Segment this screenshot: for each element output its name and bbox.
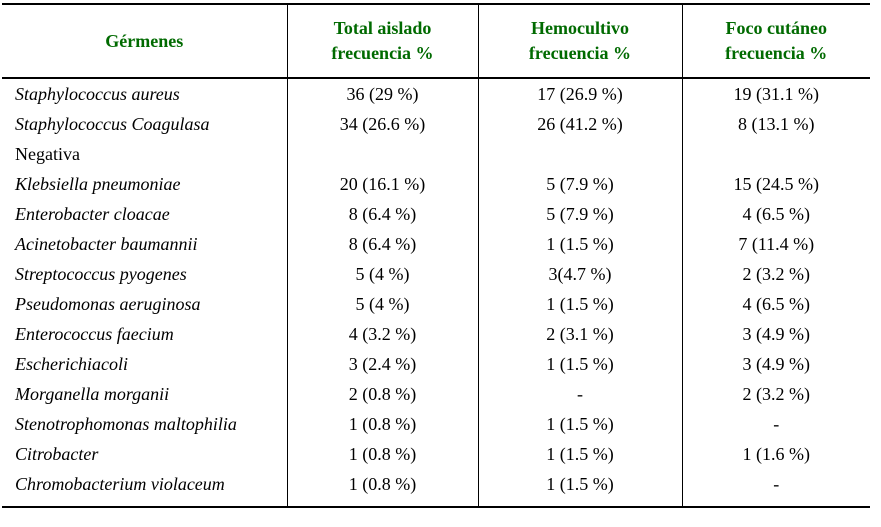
- table-row: Klebsiella pneumoniae 20 (16.1 %) 5 (7.9 %…: [2, 169, 870, 199]
- total-frequency-cell: 20 (16.1 %): [286, 169, 478, 199]
- table-header: Gérmenes Total aislado frecuencia % Hemo…: [2, 4, 870, 79]
- foco-frequency-cell: 3 (4.9 %): [681, 349, 870, 379]
- foco-frequency-cell: 2 (3.2 %): [681, 259, 870, 289]
- total-frequency-cell: 1 (0.8 %): [286, 439, 478, 469]
- table-row: Chromobacterium violaceum 1 (0.8 %) 1 (1.5…: [2, 469, 870, 507]
- total-frequency-cell: 36 (29 %): [286, 78, 478, 109]
- germ-name-cell: Escherichiacoli: [2, 349, 287, 379]
- germ-name-cell: Staphylococcus Coagulasa Negativa: [2, 109, 287, 169]
- table-row: Citrobacter 1 (0.8 %) 1 (1.5 %) 1 (1.6 %): [2, 439, 870, 469]
- header-row: Gérmenes Total aislado frecuencia % Hemo…: [2, 4, 870, 79]
- table-row: Staphylococcus aureus 36 (29 %) 17 (26.9 %…: [2, 78, 870, 109]
- germ-name: Acinetobacter baumannii: [15, 234, 198, 254]
- germ-name: Klebsiella pneumoniae: [15, 174, 181, 194]
- germ-name-cell: Citrobacter: [2, 439, 287, 469]
- header-line1: Foco cutáneo: [725, 18, 827, 38]
- germ-name: Streptococcus pyogenes: [15, 264, 187, 284]
- germ-name-cell: Pseudomonas aeruginosa: [2, 289, 287, 319]
- germ-name: Pseudomonas aeruginosa: [15, 294, 201, 314]
- germ-name-cell: Acinetobacter baumannii: [2, 229, 287, 259]
- germ-name: Enterobacter cloacae: [15, 204, 170, 224]
- document-page: Gérmenes Total aislado frecuencia % Hemo…: [2, 3, 870, 508]
- hemocultivo-frequency-cell: 1 (1.5 %): [477, 229, 682, 259]
- germ-name-cell: Enterococcus faecium: [2, 319, 287, 349]
- foco-frequency-cell: 2 (3.2 %): [681, 379, 870, 409]
- total-frequency-cell: 4 (3.2 %): [286, 319, 478, 349]
- foco-frequency-cell: 19 (31.1 %): [681, 78, 870, 109]
- germ-name-cell: Streptococcus pyogenes: [2, 259, 287, 289]
- germ-name: Enterococcus faecium: [15, 324, 174, 344]
- hemocultivo-frequency-cell: 1 (1.5 %): [477, 289, 682, 319]
- germ-name-cell: Staphylococcus aureus: [2, 78, 287, 109]
- header-line2: frecuencia %: [331, 43, 434, 63]
- table-row: Enterococcus faecium 4 (3.2 %) 2 (3.1 %) 3 …: [2, 319, 870, 349]
- germ-name: Staphylococcus aureus: [15, 84, 180, 104]
- foco-frequency-cell: 7 (11.4 %): [681, 229, 870, 259]
- foco-frequency-cell: 8 (13.1 %): [681, 109, 870, 169]
- germ-name: Staphylococcus Coagulasa: [15, 114, 210, 134]
- germ-name-cell: Morganella morganii: [2, 379, 287, 409]
- total-frequency-cell: 8 (6.4 %): [286, 199, 478, 229]
- header-line1: Total aislado: [333, 18, 432, 38]
- total-frequency-cell: 5 (4 %): [286, 289, 478, 319]
- table-row: Escherichiacoli 3 (2.4 %) 1 (1.5 %) 3 (4.9 …: [2, 349, 870, 379]
- germ-name-cell: Stenotrophomonas maltophilia: [2, 409, 287, 439]
- foco-frequency-cell: 4 (6.5 %): [681, 289, 870, 319]
- hemocultivo-frequency-cell: 2 (3.1 %): [477, 319, 682, 349]
- column-header-foco-cutaneo: Foco cutáneo frecuencia %: [681, 4, 870, 79]
- header-line1: Hemocultivo: [531, 18, 629, 38]
- foco-frequency-cell: -: [681, 409, 870, 439]
- hemocultivo-frequency-cell: 1 (1.5 %): [477, 439, 682, 469]
- total-frequency-cell: 5 (4 %): [286, 259, 478, 289]
- table-row: Morganella morganii 2 (0.8 %) -2 (3.2 %): [2, 379, 870, 409]
- germ-name-cell: Enterobacter cloacae: [2, 199, 287, 229]
- header-line2: frecuencia %: [725, 43, 828, 63]
- foco-frequency-cell: -: [681, 469, 870, 507]
- germ-name-cell: Chromobacterium violaceum: [2, 469, 287, 507]
- germ-name-cell: Klebsiella pneumoniae: [2, 169, 287, 199]
- foco-frequency-cell: 15 (24.5 %): [681, 169, 870, 199]
- total-frequency-cell: 1 (0.8 %): [286, 409, 478, 439]
- table-row: Staphylococcus Coagulasa Negativa 34 (26.6…: [2, 109, 870, 169]
- hemocultivo-frequency-cell: 1 (1.5 %): [477, 409, 682, 439]
- germ-name: Chromobacterium violaceum: [15, 474, 225, 494]
- hemocultivo-frequency-cell: 5 (7.9 %): [477, 199, 682, 229]
- table-row: Pseudomonas aeruginosa 5 (4 %) 1 (1.5 %) 4 …: [2, 289, 870, 319]
- total-frequency-cell: 2 (0.8 %): [286, 379, 478, 409]
- total-frequency-cell: 34 (26.6 %): [286, 109, 478, 169]
- table-row: Acinetobacter baumannii 8 (6.4 %) 1 (1.5 %…: [2, 229, 870, 259]
- germ-name: Morganella morganii: [15, 384, 170, 404]
- germ-name: Citrobacter: [15, 444, 99, 464]
- foco-frequency-cell: 1 (1.6 %): [681, 439, 870, 469]
- header-line2: frecuencia %: [528, 43, 632, 63]
- total-frequency-cell: 3 (2.4 %): [286, 349, 478, 379]
- germs-frequency-table: Gérmenes Total aislado frecuencia % Hemo…: [2, 3, 870, 508]
- column-header-germenes: Gérmenes: [2, 4, 287, 79]
- column-header-total-aislado: Total aislado frecuencia %: [286, 4, 478, 79]
- table-row: Stenotrophomonas maltophilia 1 (0.8 %) 1 (…: [2, 409, 870, 439]
- total-frequency-cell: 1 (0.8 %): [286, 469, 478, 507]
- germ-name: Escherichiacoli: [15, 354, 128, 374]
- total-frequency-cell: 8 (6.4 %): [286, 229, 478, 259]
- hemocultivo-frequency-cell: 1 (1.5 %): [477, 349, 682, 379]
- table-body: Staphylococcus aureus 36 (29 %) 17 (26.9 %…: [2, 78, 870, 507]
- hemocultivo-frequency-cell: 17 (26.9 %): [477, 78, 682, 109]
- table-row: Enterobacter cloacae 8 (6.4 %) 5 (7.9 %) 4 …: [2, 199, 870, 229]
- hemocultivo-frequency-cell: 3(4.7 %): [477, 259, 682, 289]
- germ-name: Stenotrophomonas maltophilia: [15, 414, 237, 434]
- foco-frequency-cell: 3 (4.9 %): [681, 319, 870, 349]
- hemocultivo-frequency-cell: -: [477, 379, 682, 409]
- hemocultivo-frequency-cell: 5 (7.9 %): [477, 169, 682, 199]
- foco-frequency-cell: 4 (6.5 %): [681, 199, 870, 229]
- hemocultivo-frequency-cell: 1 (1.5 %): [477, 469, 682, 507]
- column-header-hemocultivo: Hemocultivo frecuencia %: [477, 4, 682, 79]
- table-row: Streptococcus pyogenes 5 (4 %) 3(4.7 %) 2 (…: [2, 259, 870, 289]
- germ-name-second-line: Negativa: [15, 144, 80, 164]
- hemocultivo-frequency-cell: 26 (41.2 %): [477, 109, 682, 169]
